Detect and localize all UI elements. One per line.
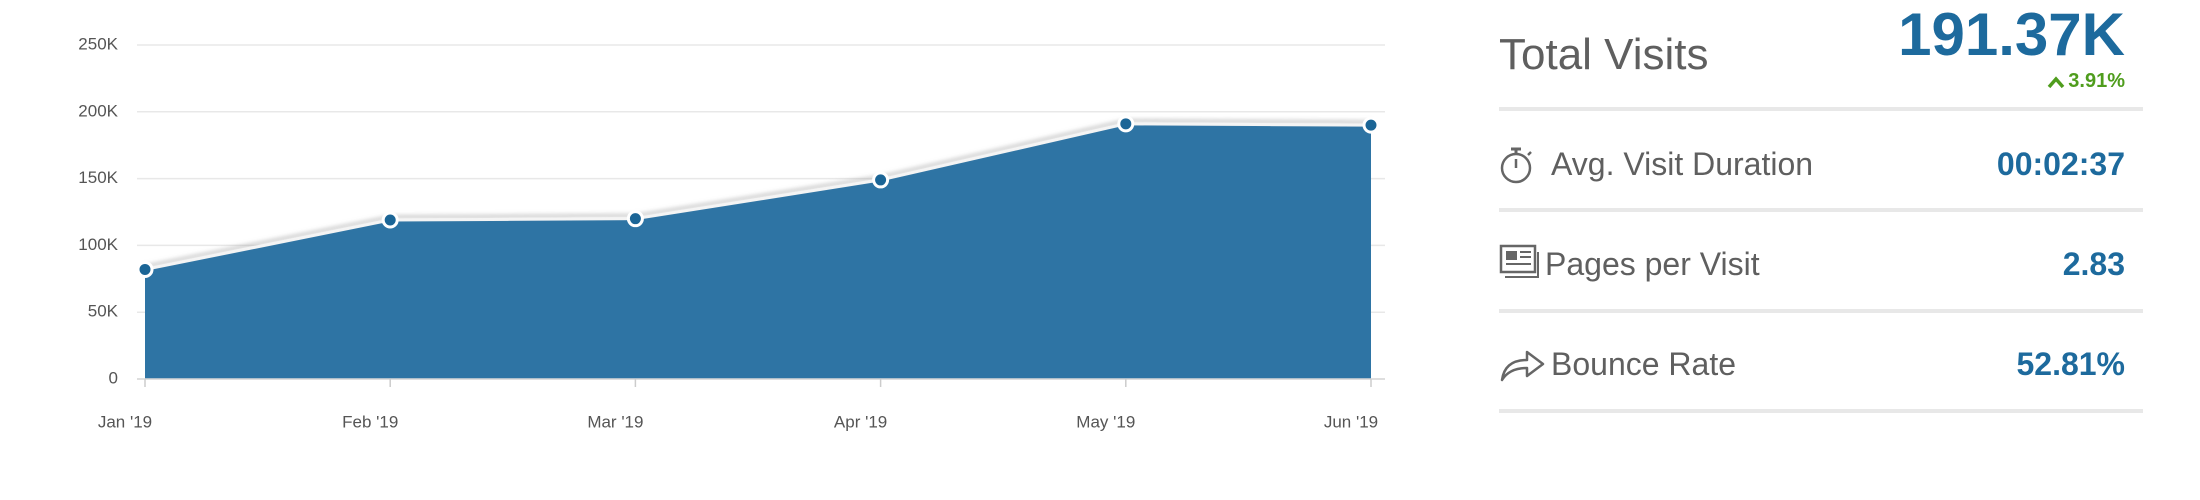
x-tick-label: Jun '19 [1324, 412, 1378, 431]
summary-panel: Total Visits 191.37K 3.91% Avg. Visit Du… [1499, 0, 2143, 500]
y-tick-label: 100K [78, 235, 118, 254]
chart: 0 50K 100K 150K 200K 250K Jan '19 Feb '19 Mar '1… [78, 34, 1385, 431]
x-tick-label: Jan '19 [98, 412, 152, 431]
point [136, 260, 154, 278]
separator [1499, 208, 2143, 212]
up-arrow [2047, 76, 2065, 88]
line [144, 122, 1372, 271]
metric-label: Avg. Visit Duration [1551, 146, 1814, 182]
metric-row: Pages per Visit 2.83 [1499, 240, 2125, 290]
separator [1499, 409, 2143, 413]
separator [1499, 107, 2143, 111]
point [872, 171, 890, 189]
stopwatch-icon [1500, 147, 1532, 184]
bounce-icon [1500, 350, 1545, 382]
point [381, 211, 399, 229]
metric-value: 2.83 [2062, 246, 2125, 282]
metric-value: 52.81% [2016, 346, 2125, 382]
pages-icon [1499, 244, 1539, 278]
area [145, 123, 1371, 379]
y-tick-label: 250K [78, 34, 118, 53]
y-tick-label: 150K [78, 168, 118, 187]
y-tick-label: 200K [78, 101, 118, 120]
change: 3.91% [2047, 70, 2125, 93]
x-tick-label: May '19 [1076, 412, 1135, 431]
metric-row: Avg. Visit Duration 00:02:37 [1499, 140, 2125, 190]
x-tick-label: Feb '19 [342, 412, 398, 431]
point [1117, 115, 1135, 133]
y-tick-label: 0 [109, 368, 118, 387]
x-tick-label: Apr '19 [834, 412, 887, 431]
y-tick-label: 50K [88, 302, 119, 321]
metric-label: Bounce Rate [1551, 346, 1737, 382]
separator [1499, 309, 2143, 313]
point [626, 210, 644, 228]
x-tick-label: Mar '19 [587, 412, 643, 431]
change-value: 3.91% [2068, 70, 2125, 92]
metric-label: Pages per Visit [1545, 246, 1760, 282]
metric-row: Bounce Rate 52.81% [1499, 340, 2125, 390]
metric-value: 00:02:37 [1996, 146, 2125, 182]
total-visits: 191.37K [1898, 1, 2125, 68]
point [1362, 116, 1380, 134]
summary-title: Total Visits [1499, 30, 1709, 79]
